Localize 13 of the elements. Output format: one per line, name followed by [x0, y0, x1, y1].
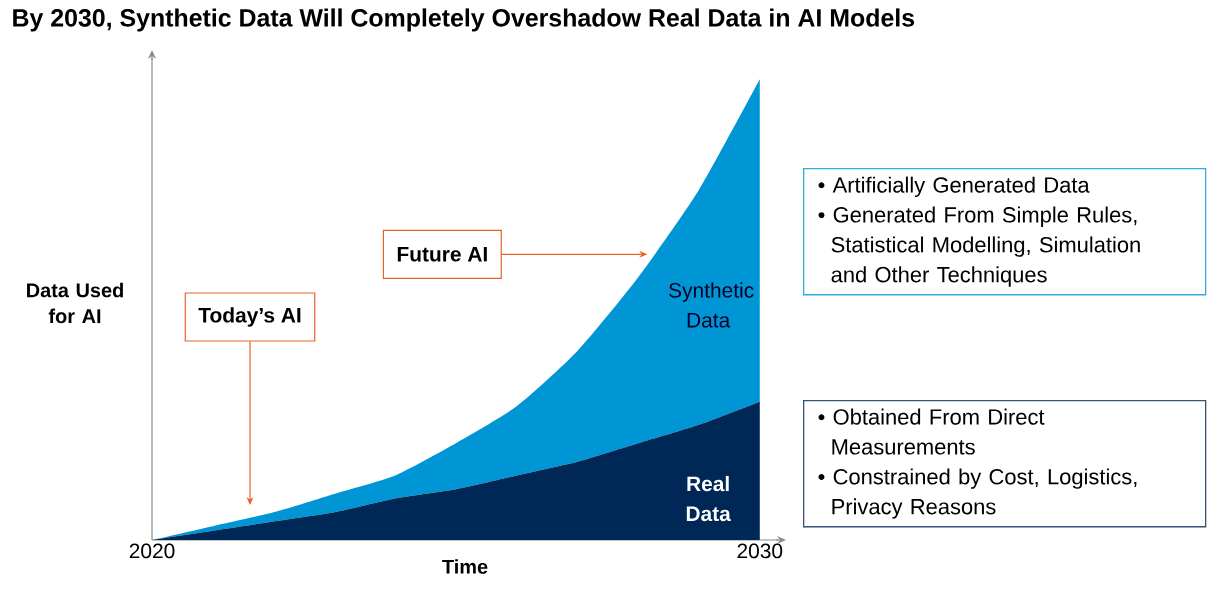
- chart-title: By 2030, Synthetic Data Will Completely Overshadow Real Data in AI Models: [13, 8, 915, 32]
- x-tick-label: 2020: [129, 543, 175, 559]
- x-tick-label: 2030: [737, 543, 783, 559]
- text: • Artificially Generated Data: [818, 176, 1090, 198]
- text: • Generated From Simple Rules, Statistical Modelling, Simulation and Other Techniques: [818, 206, 1140, 287]
- annotation: Future AI: [397, 246, 487, 262]
- text: • Obtained From Direct Measurements: [818, 408, 1045, 455]
- annotation: Today’s AI: [198, 307, 301, 327]
- x-axis-title: Time: [442, 559, 488, 574]
- series-label: Real Data: [686, 475, 731, 522]
- y-axis-title: Data Used for AI: [27, 282, 123, 324]
- text: • Constrained by Cost, Logistics, Privacy Reasons: [818, 468, 1137, 519]
- series-label: Synthetic Data: [669, 282, 754, 328]
